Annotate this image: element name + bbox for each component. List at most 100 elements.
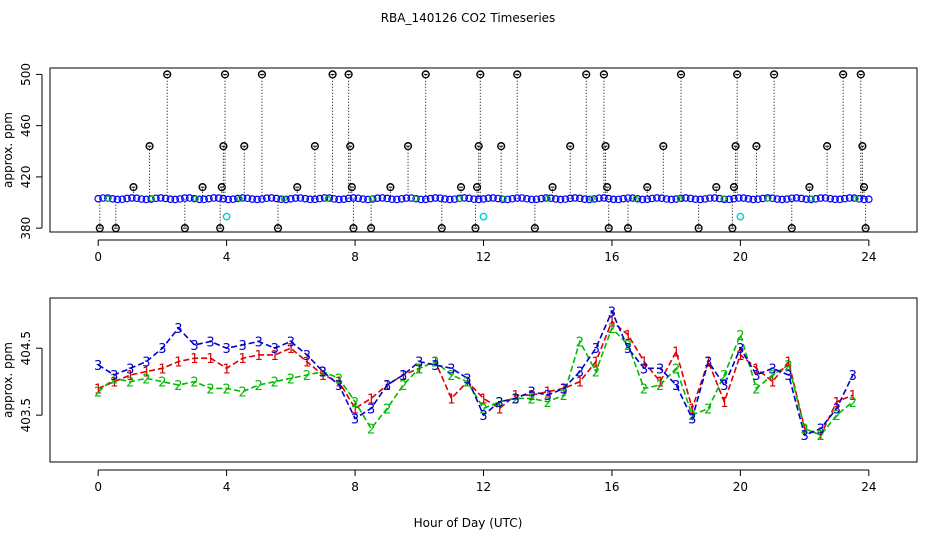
series-3-point: 3: [704, 356, 712, 371]
baseline-point: [224, 195, 233, 204]
bottom-x-tick-label: 16: [604, 480, 619, 494]
series-1-point: 1: [271, 349, 279, 364]
spike-point: [497, 142, 506, 151]
spike-point: [731, 142, 740, 151]
series-1-point: 1: [383, 379, 391, 394]
baseline-point: [118, 195, 127, 204]
series-1-point: 1: [319, 369, 327, 384]
series-3-point: 3: [126, 362, 134, 377]
baseline-point: [238, 194, 247, 202]
spike-point: [163, 70, 172, 79]
baseline-point: [648, 194, 656, 203]
series-2-point: 2: [271, 376, 279, 391]
baseline-accent-point: [500, 195, 507, 202]
series-2-point: 2: [576, 336, 584, 351]
series-1-point: 1: [672, 346, 680, 361]
spike-point: [729, 183, 739, 192]
spike-point: [220, 70, 230, 79]
spike-point: [601, 142, 610, 151]
bottom-y-tick-label: 403.5: [19, 398, 33, 432]
baseline-point: [860, 195, 868, 204]
baseline-point: [484, 194, 493, 202]
series-1-point: 1: [447, 392, 455, 407]
baseline-point: [123, 194, 131, 203]
chart-title: RBA_140126 CO2 Timeseries: [381, 11, 556, 25]
series-1-point: 1: [560, 382, 568, 397]
baseline-accent-point: [456, 195, 463, 202]
baseline-point: [320, 194, 329, 202]
series-3-point: 3: [335, 379, 343, 394]
series-2-line: [97, 326, 854, 437]
series-2-point: 2: [174, 379, 182, 394]
series-2-point: 2: [255, 379, 263, 394]
series-2-point: 2: [592, 366, 600, 381]
bottom-x-tick-label: 20: [733, 480, 748, 494]
top-y-tick-label: 420: [19, 165, 33, 188]
series-2-point: 2: [142, 372, 150, 387]
baseline-point: [840, 194, 849, 203]
series-3-line: [97, 309, 854, 437]
series-1-point: 1: [158, 362, 166, 377]
series-3-point: 3: [206, 336, 214, 351]
baseline-point: [749, 195, 758, 204]
baseline-point: [407, 194, 416, 202]
baseline-accent-point: [236, 195, 243, 202]
baseline-point: [258, 195, 266, 203]
baseline-point: [821, 194, 830, 202]
spike-point: [623, 224, 633, 233]
top-x-tick-label: 24: [861, 250, 876, 264]
series-2-point: 2: [126, 376, 134, 391]
spike-point: [603, 183, 612, 192]
series-1-point: 1: [511, 389, 519, 404]
series-3-point: 3: [817, 423, 825, 438]
series-1-point: 1: [495, 402, 503, 417]
calibration-point: [736, 212, 745, 221]
spike-point: [856, 70, 865, 79]
series-3-point: 3: [544, 389, 552, 404]
spike-point: [582, 70, 591, 79]
spike-point: [273, 224, 283, 233]
baseline-point: [108, 194, 117, 203]
baseline-point: [778, 195, 786, 204]
series-3-point: 3: [239, 339, 247, 354]
spike-point: [643, 183, 652, 192]
series-3-point: 3: [495, 396, 503, 411]
series-1-point: 1: [415, 362, 423, 377]
baseline-point: [397, 194, 406, 203]
spike-point: [474, 142, 483, 151]
series-3-point: 3: [94, 359, 102, 374]
baseline-point: [426, 194, 435, 203]
spike-point: [858, 142, 867, 151]
top-y-tick-label: 460: [19, 114, 33, 137]
series-2-point: 2: [656, 379, 664, 394]
series-3-point: 3: [849, 369, 857, 384]
baseline-point: [94, 194, 102, 203]
baseline-point: [523, 194, 531, 203]
baseline-point: [378, 194, 387, 202]
series-1-point: 1: [720, 396, 728, 411]
spike-point: [367, 224, 376, 233]
baseline-accent-point: [808, 195, 815, 202]
series-3-point: 3: [624, 342, 632, 357]
series-2-point: 2: [849, 396, 857, 411]
series-1-point: 1: [784, 356, 792, 371]
series-3-point: 3: [528, 386, 536, 401]
series-3-point: 3: [479, 409, 487, 424]
baseline-point: [277, 195, 286, 204]
baseline-point: [759, 194, 767, 203]
series-1-point: 1: [528, 389, 536, 404]
baseline-point: [181, 194, 189, 202]
series-2-point: 2: [688, 409, 696, 424]
spike-point: [530, 224, 539, 233]
baseline-point: [219, 195, 228, 203]
series-1-point: 1: [768, 376, 776, 391]
series-2-point: 2: [158, 376, 166, 391]
baseline-point: [816, 194, 825, 202]
series-3-point: 3: [688, 412, 696, 427]
baseline-point: [826, 194, 835, 203]
baseline-point: [768, 194, 777, 203]
series-3-point: 3: [271, 342, 279, 357]
baseline-point: [855, 195, 864, 203]
series-3-point: 3: [367, 402, 375, 417]
